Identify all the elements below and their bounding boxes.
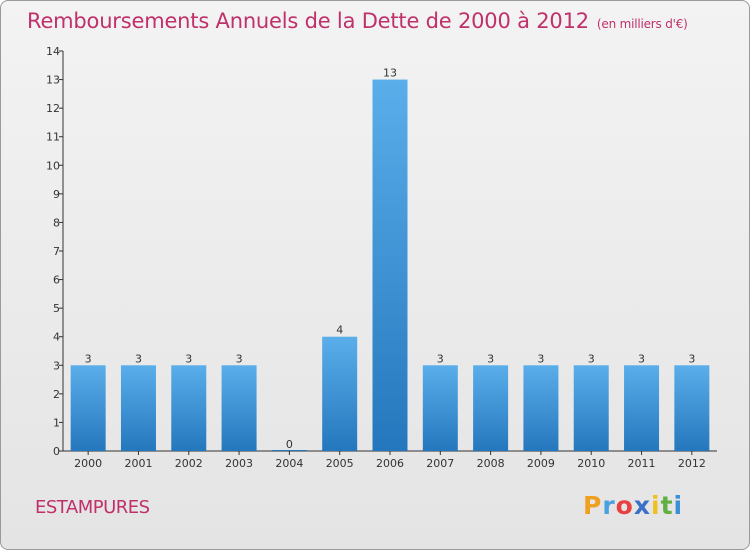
x-tick-label: 2012 bbox=[678, 457, 706, 470]
bars bbox=[71, 80, 710, 451]
x-tick-label: 2008 bbox=[477, 457, 505, 470]
x-tick-label: 2003 bbox=[225, 457, 253, 470]
data-label: 4 bbox=[336, 324, 343, 337]
y-tick-label: 7 bbox=[53, 245, 60, 258]
x-tick-label: 2011 bbox=[628, 457, 656, 470]
y-tick-label: 10 bbox=[46, 159, 60, 172]
x-tick-label: 2002 bbox=[175, 457, 203, 470]
bar bbox=[171, 365, 206, 451]
bar bbox=[222, 365, 257, 451]
data-label: 3 bbox=[688, 352, 695, 365]
y-tick-label: 5 bbox=[53, 302, 60, 315]
logo-letter: i bbox=[651, 491, 661, 520]
y-tick-label: 1 bbox=[53, 416, 60, 429]
x-tick-label: 2004 bbox=[275, 457, 303, 470]
y-tick-label: 13 bbox=[46, 74, 60, 87]
y-tick-label: 3 bbox=[53, 359, 60, 372]
y-tick-label: 2 bbox=[53, 388, 60, 401]
data-label: 3 bbox=[185, 352, 192, 365]
logo-letter: t bbox=[661, 491, 674, 520]
bar bbox=[322, 337, 357, 451]
y-tick-label: 4 bbox=[53, 331, 60, 344]
logo-letter: r bbox=[602, 491, 615, 520]
bar bbox=[523, 365, 558, 451]
x-tick-label: 2001 bbox=[124, 457, 152, 470]
y-tick-label: 12 bbox=[46, 102, 60, 115]
x-tick-label: 2000 bbox=[74, 457, 102, 470]
x-tick-label: 2007 bbox=[426, 457, 454, 470]
data-label: 3 bbox=[85, 352, 92, 365]
data-label: 13 bbox=[383, 67, 397, 80]
bar bbox=[121, 365, 156, 451]
data-label: 3 bbox=[588, 352, 595, 365]
y-tick-label: 8 bbox=[53, 216, 60, 229]
x-tick-label: 2006 bbox=[376, 457, 404, 470]
data-label: 0 bbox=[286, 438, 293, 451]
y-tick-label: 14 bbox=[46, 45, 60, 58]
logo-letter: P bbox=[583, 491, 602, 520]
bar bbox=[71, 365, 106, 451]
bar bbox=[624, 365, 659, 451]
x-tick-label: 2010 bbox=[577, 457, 605, 470]
logo-letter: i bbox=[674, 491, 684, 520]
data-label: 3 bbox=[537, 352, 544, 365]
data-label: 3 bbox=[437, 352, 444, 365]
x-tick-label: 2005 bbox=[326, 457, 354, 470]
x-tick-label: 2009 bbox=[527, 457, 555, 470]
bar bbox=[473, 365, 508, 451]
data-label: 3 bbox=[487, 352, 494, 365]
bar bbox=[423, 365, 458, 451]
logo-letter: o bbox=[616, 491, 634, 520]
bar bbox=[574, 365, 609, 451]
data-label: 3 bbox=[135, 352, 142, 365]
bar bbox=[674, 365, 709, 451]
y-tick-label: 9 bbox=[53, 188, 60, 201]
y-tick-label: 11 bbox=[46, 131, 60, 144]
commune-name: ESTAMPURES bbox=[35, 497, 150, 518]
data-label: 3 bbox=[638, 352, 645, 365]
proxiti-logo: Proxiti bbox=[583, 491, 683, 520]
y-tick-label: 0 bbox=[53, 445, 60, 458]
bar bbox=[373, 80, 408, 451]
y-tick-label: 6 bbox=[53, 274, 60, 287]
data-label: 3 bbox=[236, 352, 243, 365]
logo-letter: x bbox=[634, 491, 651, 520]
